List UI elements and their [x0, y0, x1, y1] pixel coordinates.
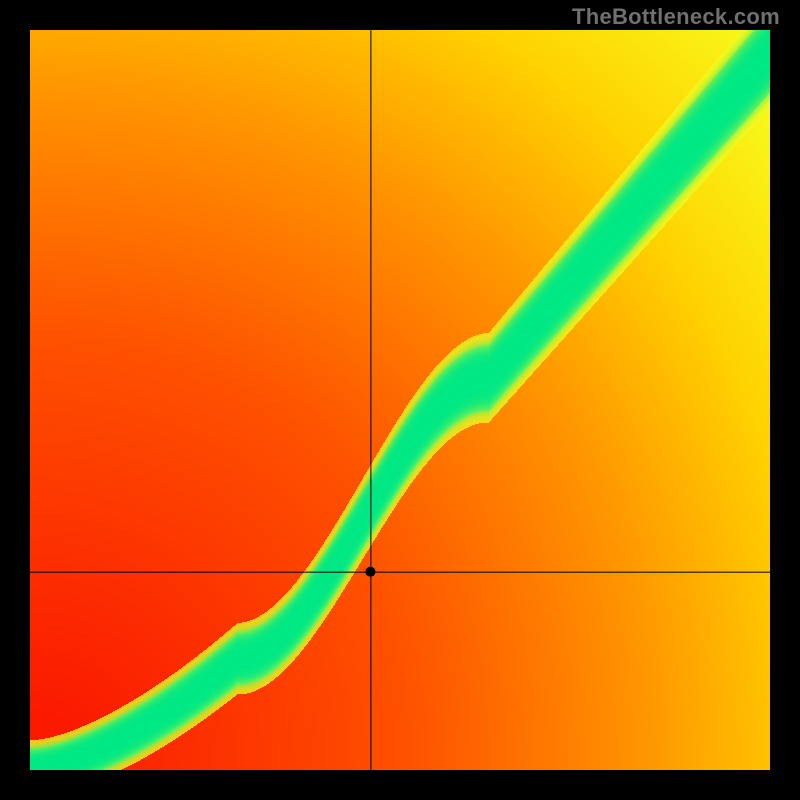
bottleneck-heatmap — [0, 0, 800, 800]
watermark-text: TheBottleneck.com — [572, 4, 780, 30]
